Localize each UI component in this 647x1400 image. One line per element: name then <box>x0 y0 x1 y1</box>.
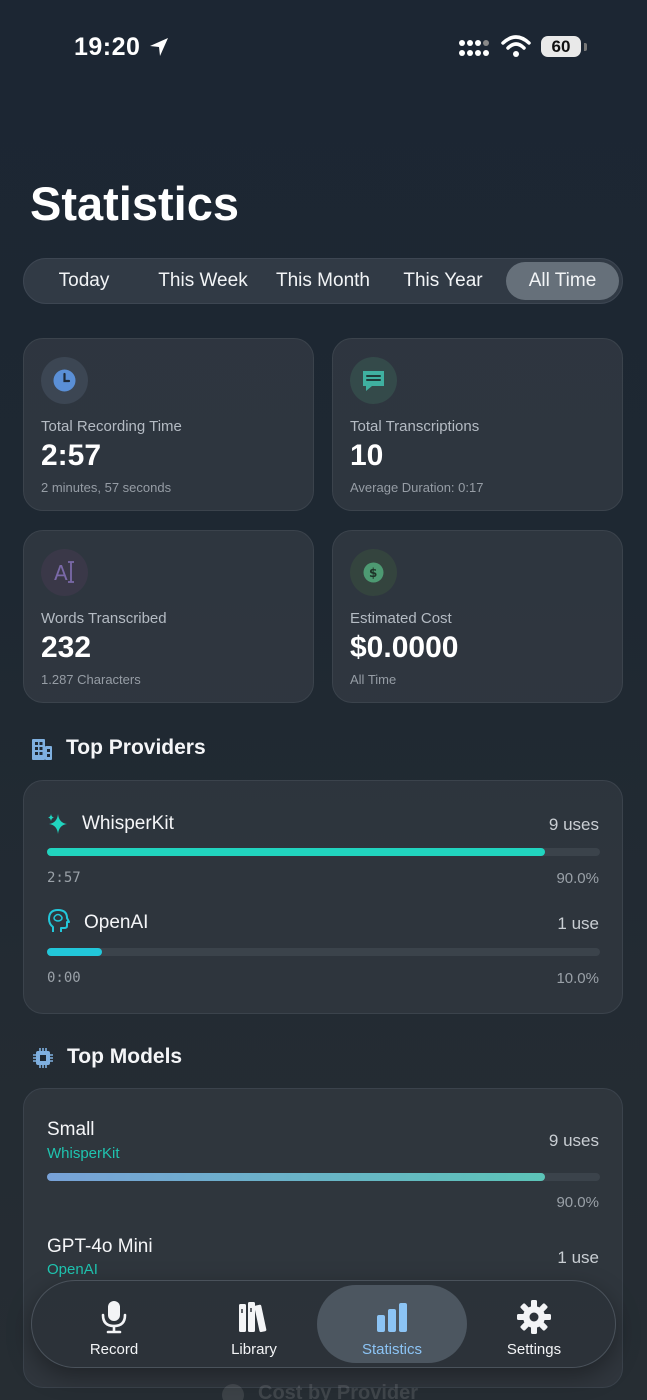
provider-name: OpenAI <box>84 912 149 933</box>
stat-value: 2:57 <box>41 439 102 472</box>
battery-level: 60 <box>541 36 581 57</box>
tab-settings[interactable]: Settings <box>459 1285 609 1363</box>
sparkles-icon <box>48 814 67 834</box>
model-name: Small <box>47 1119 95 1140</box>
wifi-icon <box>501 35 531 57</box>
model-usage-fill <box>47 1173 545 1181</box>
stat-label: Estimated Cost <box>350 610 452 627</box>
building-icon <box>32 739 52 760</box>
section-title-cost-by-provider: Cost by Provider <box>258 1382 419 1400</box>
provider-percent: 10.0% <box>556 970 599 987</box>
status-time: 19:20 <box>74 33 141 61</box>
location-arrow-icon <box>150 38 168 56</box>
provider-time: 0:00 <box>47 970 81 986</box>
svg-text:$: $ <box>369 566 377 580</box>
provider-usage-bar <box>47 948 600 956</box>
model-uses: 9 uses <box>548 1131 599 1150</box>
model-percent: 90.0% <box>556 1194 599 1211</box>
provider-uses: 9 uses <box>548 815 599 834</box>
model-uses: 1 use <box>557 1248 599 1267</box>
provider-percent: 90.0% <box>556 870 599 887</box>
battery-cap <box>584 43 587 51</box>
chat-bubble-icon <box>350 357 397 404</box>
period-all-time[interactable]: All Time <box>506 262 619 300</box>
brain-head-icon <box>48 909 70 932</box>
page-title: Statistics <box>30 177 239 230</box>
period-this-month[interactable]: This Month <box>276 270 370 291</box>
stat-card-cost: $ Estimated Cost $0.0000 All Time <box>332 530 623 703</box>
bar-chart-icon <box>377 1303 407 1332</box>
tab-bar: Record Library Statistics <box>31 1280 616 1368</box>
stat-value: $0.0000 <box>350 631 459 664</box>
stat-label: Words Transcribed <box>41 610 167 627</box>
tab-library[interactable]: Library <box>179 1285 329 1363</box>
period-this-week[interactable]: This Week <box>158 270 248 291</box>
stat-subtitle: Average Duration: 0:17 <box>350 480 484 495</box>
books-icon <box>239 1302 267 1333</box>
clock-icon <box>41 357 88 404</box>
tab-label: Settings <box>506 1341 562 1358</box>
section-title-top-providers: Top Providers <box>66 736 206 759</box>
status-bar: 19:20 60 <box>0 0 647 95</box>
model-provider: OpenAI <box>47 1261 98 1278</box>
microphone-icon <box>101 1301 127 1334</box>
period-today[interactable]: Today <box>58 270 110 291</box>
gear-icon <box>517 1300 551 1334</box>
dollar-icon: $ <box>350 549 397 596</box>
provider-usage-fill <box>47 948 103 956</box>
pie-chart-icon <box>222 1384 244 1400</box>
stat-label: Total Recording Time <box>41 418 182 435</box>
provider-usage-bar <box>47 848 600 856</box>
period-this-year[interactable]: This Year <box>403 270 483 291</box>
cellular-signal-icon <box>459 40 489 56</box>
tab-label: Library <box>231 1341 277 1358</box>
stat-value: 10 <box>350 439 384 472</box>
model-provider: WhisperKit <box>47 1145 120 1162</box>
tab-statistics[interactable]: Statistics <box>317 1285 467 1363</box>
model-usage-bar <box>47 1173 600 1181</box>
tab-label: Record <box>89 1341 139 1358</box>
svg-text:A: A <box>54 561 68 585</box>
stat-card-transcriptions: Total Transcriptions 10 Average Duration… <box>332 338 623 511</box>
period-selector: Today This Week This Month This Year All… <box>23 258 623 304</box>
provider-name: WhisperKit <box>82 813 174 834</box>
provider-time: 2:57 <box>47 870 81 886</box>
stat-subtitle: All Time <box>350 672 397 687</box>
stat-card-recording-time: Total Recording Time 2:57 2 minutes, 57 … <box>23 338 314 511</box>
top-providers-panel: WhisperKit 9 uses 2:57 90.0% OpenAI 1 us… <box>23 780 623 1014</box>
stat-subtitle: 1.287 Characters <box>41 672 141 687</box>
text-cursor-icon: A <box>41 549 88 596</box>
stat-subtitle: 2 minutes, 57 seconds <box>41 480 172 495</box>
provider-usage-fill <box>47 848 545 856</box>
stat-label: Total Transcriptions <box>350 418 480 435</box>
provider-uses: 1 use <box>557 914 599 933</box>
tab-record[interactable]: Record <box>39 1285 189 1363</box>
model-name: GPT-4o Mini <box>47 1236 153 1257</box>
stat-card-words: A Words Transcribed 232 1.287 Characters <box>23 530 314 703</box>
tab-label: Statistics <box>361 1341 422 1358</box>
stat-value: 232 <box>41 631 92 664</box>
cpu-chip-icon <box>33 1048 53 1068</box>
section-title-top-models: Top Models <box>67 1045 183 1068</box>
